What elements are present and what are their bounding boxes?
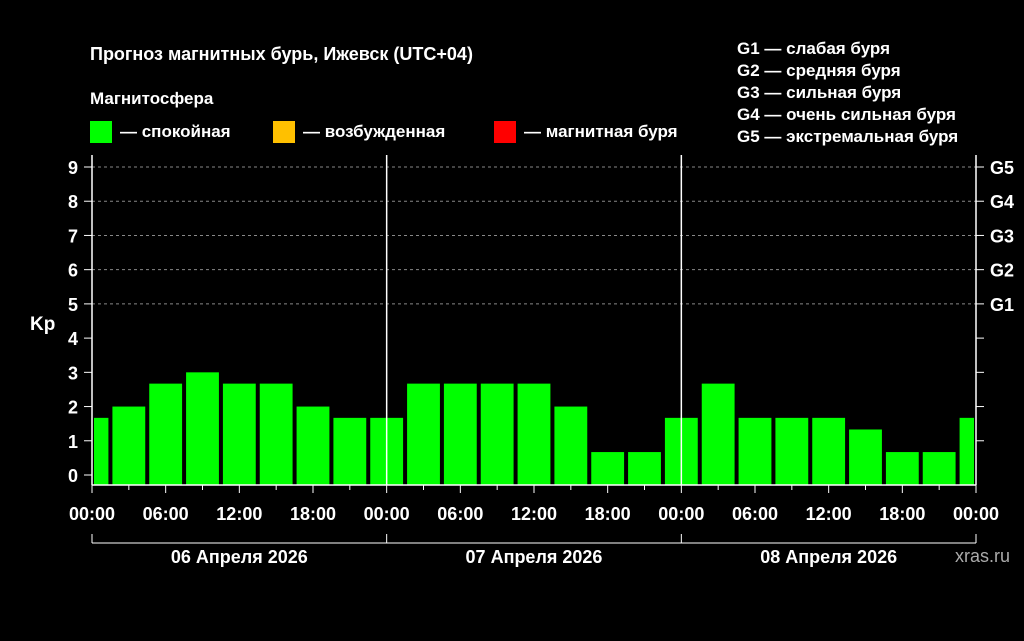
legend-swatch-storm [494, 121, 516, 143]
x-tick-label: 06:00 [143, 504, 189, 524]
chart-title: Прогноз магнитных бурь, Ижевск (UTC+04) [90, 44, 473, 64]
legend-label-storm: — магнитная буря [524, 122, 678, 141]
right-tick-label: G2 [990, 261, 1014, 281]
y-tick-label: 5 [68, 295, 78, 315]
storm-scale-g2: G2 — средняя буря [737, 61, 901, 80]
right-tick-label: G5 [990, 158, 1014, 178]
storm-scale-g1: G1 — слабая буря [737, 39, 891, 58]
legend-swatch-quiet [90, 121, 112, 143]
kp-bar [812, 417, 846, 485]
y-tick-label: 1 [68, 432, 78, 452]
y-axis-label: Kp [30, 314, 55, 335]
kp-bar [333, 417, 367, 485]
legend-label-excited: — возбужденная [303, 122, 446, 141]
kp-bar [701, 383, 735, 485]
site-watermark: xras.ru [955, 546, 1011, 566]
kp-bar [112, 406, 146, 485]
kp-bar [222, 383, 256, 485]
day-label: 07 Апреля 2026 [466, 547, 603, 567]
kp-bar [775, 417, 809, 485]
x-tick-label: 18:00 [879, 504, 925, 524]
y-tick-label: 0 [68, 466, 78, 486]
x-tick-label: 12:00 [216, 504, 262, 524]
x-tick-label: 00:00 [69, 504, 115, 524]
kp-bar [922, 452, 956, 485]
x-tick-label: 12:00 [511, 504, 557, 524]
storm-scale-g4: G4 — очень сильная буря [737, 105, 956, 124]
legend-item-storm: — магнитная буря [494, 121, 678, 143]
kp-bar [849, 429, 882, 485]
kp-bar [517, 383, 551, 485]
kp-bar [443, 383, 477, 485]
x-tick-label: 00:00 [953, 504, 999, 524]
kp-bar [628, 452, 661, 485]
kp-bar [554, 406, 588, 485]
kp-bar [259, 383, 293, 485]
x-tick-label: 00:00 [364, 504, 410, 524]
x-tick-label: 18:00 [585, 504, 631, 524]
y-tick-label: 4 [68, 329, 78, 349]
storm-scale-list: G1 — слабая буря G2 — средняя буря G3 — … [737, 38, 958, 148]
x-tick-label: 18:00 [290, 504, 336, 524]
right-tick-label: G1 [990, 295, 1014, 315]
legend-label-quiet: — спокойная [120, 122, 231, 141]
x-tick-label: 00:00 [658, 504, 704, 524]
kp-bar [296, 406, 330, 485]
kp-bar [738, 417, 772, 485]
x-tick-label: 12:00 [806, 504, 852, 524]
day-label: 08 Апреля 2026 [760, 547, 897, 567]
kp-bar [591, 452, 625, 485]
legend-swatch-excited [273, 121, 295, 143]
legend-item-quiet: — спокойная [90, 121, 231, 143]
storm-scale-g3: G3 — сильная буря [737, 83, 902, 102]
kp-bar [149, 383, 183, 485]
x-tick-label: 06:00 [437, 504, 483, 524]
day-label: 06 Апреля 2026 [171, 547, 308, 567]
kp-bar [186, 372, 219, 485]
y-tick-label: 3 [68, 363, 78, 383]
y-tick-label: 9 [68, 158, 78, 178]
y-tick-label: 7 [68, 226, 78, 246]
kp-bar [94, 417, 109, 485]
y-tick-label: 6 [68, 261, 78, 281]
right-tick-label: G3 [990, 226, 1014, 246]
storm-scale-g5: G5 — экстремальная буря [737, 127, 959, 146]
y-tick-label: 2 [68, 398, 78, 418]
legend-item-excited: — возбужденная [273, 121, 445, 143]
kp-bar [959, 417, 974, 485]
chart-subtitle: Магнитосфера [90, 89, 214, 108]
y-tick-label: 8 [68, 192, 78, 212]
right-tick-label: G4 [990, 192, 1014, 212]
x-tick-label: 06:00 [732, 504, 778, 524]
kp-bar [407, 383, 440, 485]
kp-bar [480, 383, 514, 485]
kp-bar [885, 452, 919, 485]
